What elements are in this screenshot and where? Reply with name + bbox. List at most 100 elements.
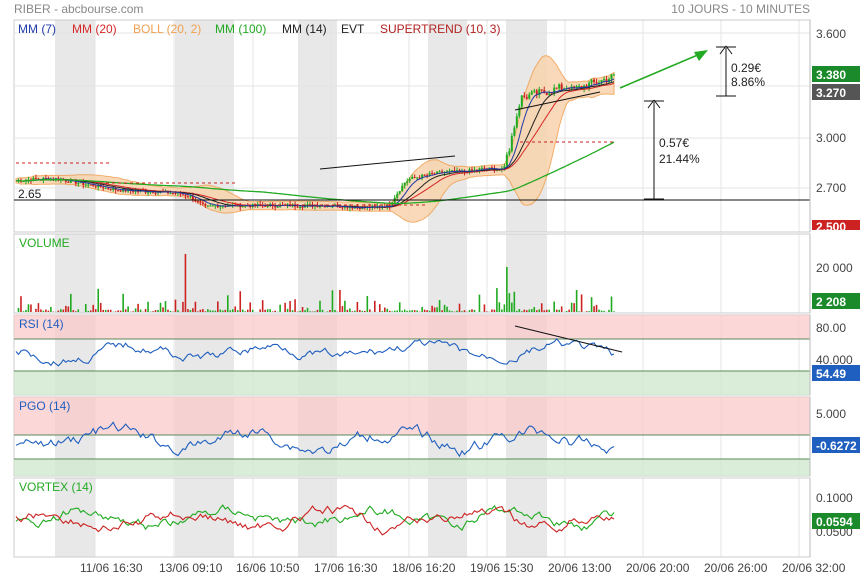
volume-bar xyxy=(381,311,384,312)
candle-body xyxy=(206,205,209,207)
candle-body xyxy=(431,173,434,175)
x-tick-label: 20/06 26:00 xyxy=(704,561,768,575)
candle-body xyxy=(189,195,192,198)
volume-bar xyxy=(600,310,603,312)
volume-bar xyxy=(545,309,548,312)
candle-body xyxy=(578,85,581,87)
panel-frames xyxy=(13,19,811,558)
price-panel xyxy=(14,45,810,223)
rsi-title: RSI (14) xyxy=(19,317,64,331)
legend-mm7: MM (7) xyxy=(18,22,56,36)
volume-bar xyxy=(451,311,453,312)
candle-body xyxy=(480,167,483,169)
volume-bar xyxy=(431,305,433,312)
volume-bar xyxy=(87,310,90,312)
vortex-plus-line xyxy=(15,504,615,532)
y-tick-label: 3.000 xyxy=(816,131,846,145)
candle-body xyxy=(94,186,97,188)
candle-body xyxy=(204,203,207,206)
candle-body xyxy=(558,84,561,89)
target-percent-label: 8.86% xyxy=(731,75,765,89)
indicator-legend: MM (7) MM (20) BOLL (20, 2) MM (100) MM … xyxy=(18,22,500,36)
candle-body xyxy=(593,79,596,82)
volume-bar xyxy=(229,310,232,312)
candle-body xyxy=(548,93,551,96)
volume-bar xyxy=(503,304,506,312)
candle-body xyxy=(214,205,217,207)
volume-bar xyxy=(361,310,364,312)
candle-body xyxy=(540,89,543,91)
candle-body xyxy=(264,205,267,207)
volume-bar xyxy=(35,308,37,312)
volume-bar xyxy=(202,309,204,312)
volume-bar xyxy=(217,301,219,312)
volume-bar xyxy=(37,303,40,312)
volume-bar xyxy=(468,310,471,312)
candle-body xyxy=(132,191,135,193)
volume-bar xyxy=(463,310,466,312)
candle-body xyxy=(535,90,538,95)
volume-bar xyxy=(401,310,404,312)
volume-bar xyxy=(446,306,448,312)
candle-body xyxy=(421,174,424,178)
volume-bar xyxy=(47,310,50,312)
volume-bar xyxy=(99,302,102,312)
volume-bar xyxy=(177,310,179,312)
candle-body xyxy=(176,192,179,194)
volume-bar xyxy=(114,311,117,312)
candle-body xyxy=(286,204,289,206)
volume-bar xyxy=(478,294,481,312)
price-low-box xyxy=(812,220,860,230)
volume-bar xyxy=(271,311,274,312)
volume-bar xyxy=(319,300,321,312)
volume-bar xyxy=(144,309,147,312)
candle-body xyxy=(451,170,454,172)
x-tick-label: 20/06 20:00 xyxy=(626,561,690,575)
volume-bar xyxy=(50,306,52,312)
volume-bar xyxy=(22,311,25,312)
candle-body xyxy=(224,206,227,208)
volume-bar xyxy=(226,295,229,312)
volume-bar xyxy=(239,291,242,312)
candle-body xyxy=(87,184,90,186)
session-band xyxy=(175,478,234,557)
candle-body xyxy=(408,178,411,182)
volume-bar xyxy=(127,306,129,312)
candle-body xyxy=(201,202,204,204)
legend-mm20: MM (20) xyxy=(72,22,117,36)
oversold-zone xyxy=(14,459,810,476)
candle-body xyxy=(478,168,481,171)
oversold-zone xyxy=(14,371,810,395)
volume-bar xyxy=(259,309,261,312)
volume-bar xyxy=(189,310,192,312)
candle-body xyxy=(276,206,279,208)
volume-bar xyxy=(496,288,498,312)
volume-panel xyxy=(17,254,615,312)
volume-bar xyxy=(20,296,22,312)
volume-bar xyxy=(349,308,351,312)
candle-body xyxy=(34,177,37,179)
session-band xyxy=(506,478,547,557)
candle-body xyxy=(82,181,85,185)
panel-frame xyxy=(13,477,811,558)
candle-body xyxy=(590,79,593,83)
candle-body xyxy=(221,206,224,208)
candle-body xyxy=(528,94,531,99)
volume-bar xyxy=(613,311,615,312)
volume-bar xyxy=(331,290,334,312)
volume-bar xyxy=(535,310,538,312)
volume-bar xyxy=(137,303,139,312)
volume-bar xyxy=(251,309,254,312)
rsi-trend-line xyxy=(514,325,623,353)
candle-body xyxy=(483,167,486,169)
volume-bar xyxy=(67,306,70,312)
candle-body xyxy=(104,187,107,189)
candle-body xyxy=(117,190,120,192)
volume-bar xyxy=(443,304,446,312)
volume-bar xyxy=(346,309,349,312)
candle-body xyxy=(169,192,172,194)
volume-bar xyxy=(241,309,244,312)
volume-bar xyxy=(42,310,45,312)
volume-bar xyxy=(214,310,217,312)
volume-bar xyxy=(289,301,291,312)
